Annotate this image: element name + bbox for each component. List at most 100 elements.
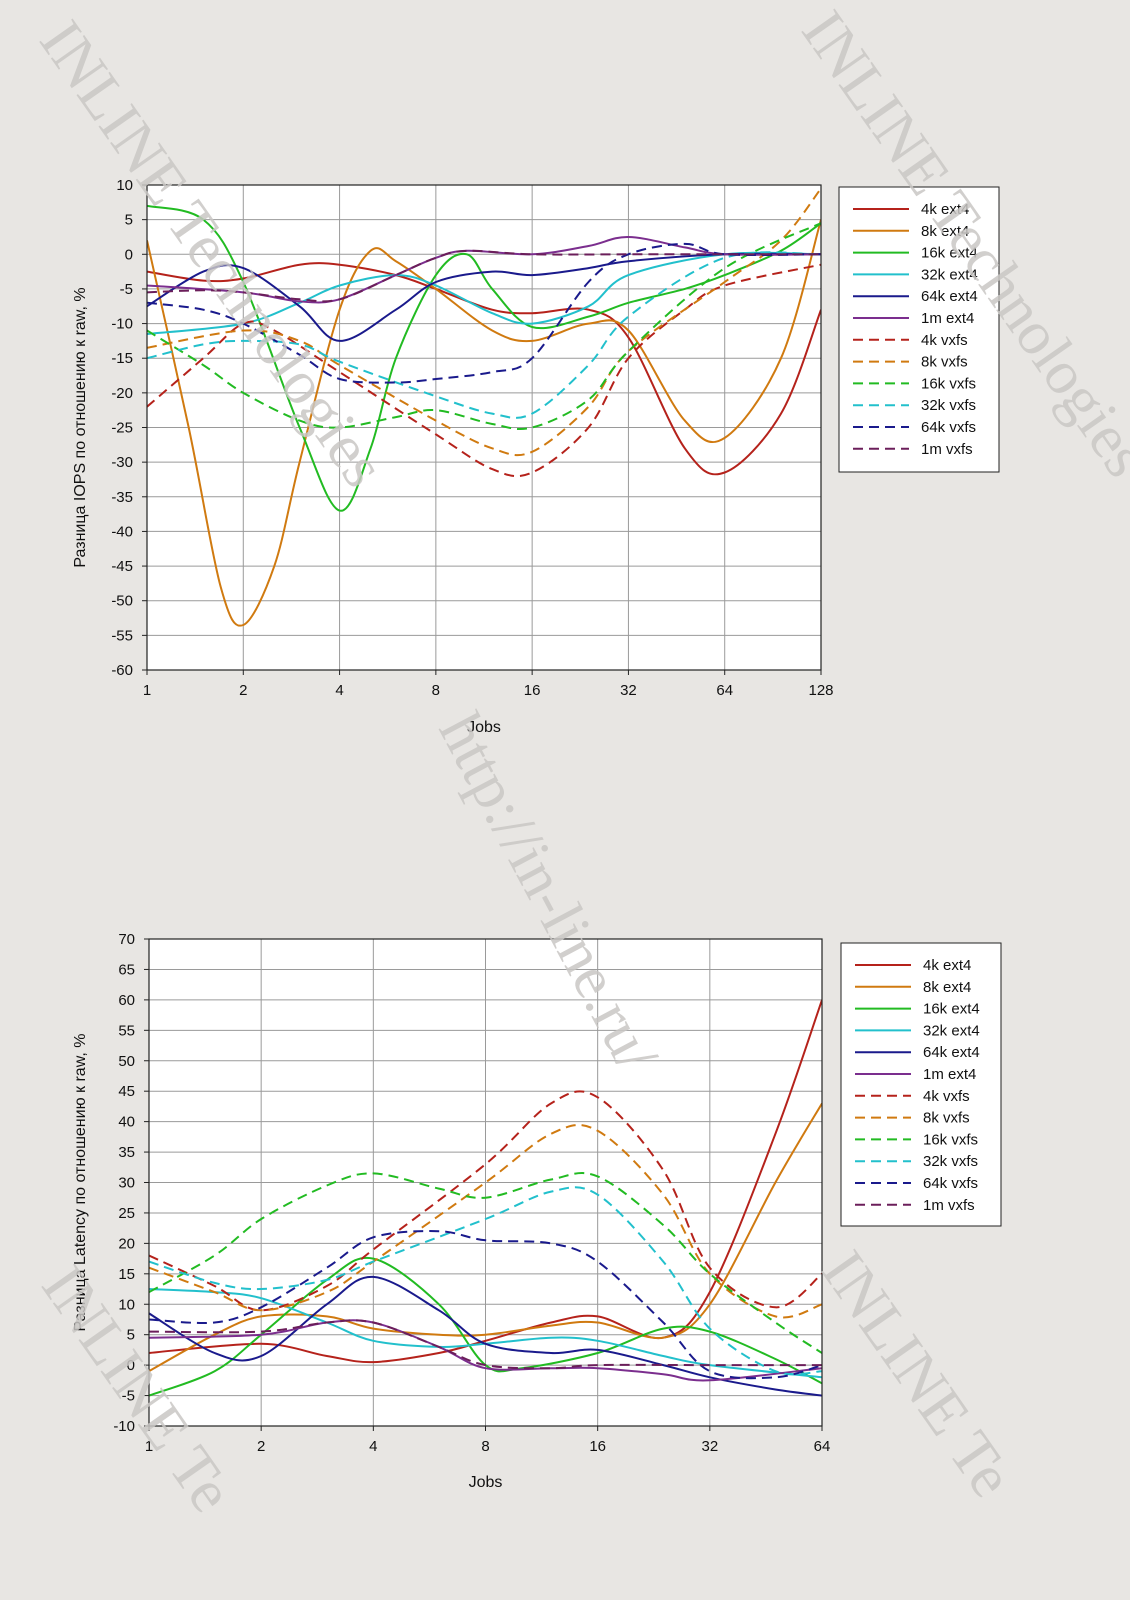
- y-tick-label: -15: [111, 350, 133, 367]
- y-tick-label: 35: [118, 1144, 135, 1161]
- legend-label: 32k vxfs: [923, 1153, 978, 1170]
- y-tick-label: 70: [118, 931, 135, 948]
- legend-label: 4k vxfs: [921, 332, 968, 349]
- series-line: [149, 1275, 822, 1397]
- x-tick-label: 1: [145, 1438, 153, 1455]
- series-line: [147, 222, 821, 431]
- legend-label: 8k vxfs: [923, 1110, 970, 1127]
- legend-label: 4k ext4: [923, 957, 971, 974]
- x-tick-label: 4: [369, 1438, 377, 1455]
- x-tick-label: 128: [808, 682, 833, 699]
- legend-label: 4k vxfs: [923, 1088, 970, 1105]
- series-line: [147, 204, 821, 512]
- legend-label: 32k ext4: [923, 1022, 980, 1039]
- series-line: [147, 187, 821, 457]
- legend-label: 16k vxfs: [921, 375, 976, 392]
- x-tick-label: 64: [814, 1438, 831, 1455]
- legend-label: 8k ext4: [923, 979, 971, 996]
- series-line: [149, 1288, 822, 1379]
- x-tick-label: 8: [432, 682, 440, 699]
- legend-label: 32k vxfs: [921, 397, 976, 414]
- legend-box: [838, 186, 1000, 473]
- plot-frame: [146, 184, 822, 671]
- series-line: [147, 251, 821, 419]
- y-tick-label: -25: [111, 420, 133, 437]
- x-tick-label: 32: [620, 682, 637, 699]
- legend: 4k ext4 8k ext4 16k ext4 32k ext4 64k ext4 1m…: [838, 186, 1000, 473]
- series-line: [147, 252, 821, 342]
- legend-label: 8k vxfs: [921, 354, 968, 371]
- legend-label: 1m ext4: [923, 1066, 976, 1083]
- y-axis-title: Разница Latency по отношению к raw, %: [72, 1034, 89, 1332]
- series-line: [149, 1186, 822, 1376]
- legend-label: 1m vxfs: [923, 1197, 975, 1214]
- y-tick-label: 0: [127, 1357, 135, 1374]
- legend-label: 32k ext4: [921, 266, 978, 283]
- x-tick-label: 1: [143, 682, 151, 699]
- y-tick-label: 45: [118, 1083, 135, 1100]
- x-tick-label: 2: [257, 1438, 265, 1455]
- series-line: [149, 999, 822, 1364]
- y-tick-label: 55: [118, 1022, 135, 1039]
- y-tick-label: 15: [118, 1266, 135, 1283]
- series-line: [149, 1090, 822, 1312]
- legend-label: 16k vxfs: [923, 1131, 978, 1148]
- y-tick-label: 10: [118, 1296, 135, 1313]
- x-tick-label: 16: [589, 1438, 606, 1455]
- legend-box: [840, 942, 1002, 1227]
- y-tick-label: 10: [116, 177, 133, 194]
- legend-label: 8k ext4: [921, 223, 969, 240]
- series-line: [147, 251, 821, 335]
- y-tick-label: 60: [118, 992, 135, 1009]
- legend-label: 64k vxfs: [923, 1175, 978, 1192]
- series-line: [149, 1230, 822, 1380]
- x-tick-label: 8: [481, 1438, 489, 1455]
- series-line: [149, 1172, 822, 1354]
- y-tick-label: 25: [118, 1205, 135, 1222]
- series-line: [149, 1319, 822, 1382]
- y-tick-label: 5: [125, 212, 133, 229]
- y-tick-label: -10: [113, 1418, 135, 1435]
- x-tick-label: 4: [335, 682, 343, 699]
- series-line: [147, 235, 821, 304]
- series-line: [147, 263, 821, 478]
- legend-label: 1m ext4: [921, 310, 974, 327]
- legend-label: 16k ext4: [921, 245, 978, 262]
- y-tick-label: -40: [111, 523, 133, 540]
- y-tick-label: -20: [111, 385, 133, 402]
- y-tick-label: -35: [111, 489, 133, 506]
- series-line: [149, 1319, 822, 1370]
- legend-label: 1m vxfs: [921, 441, 973, 458]
- y-tick-label: 65: [118, 961, 135, 978]
- y-axis-title: Разница IOPS по отношению к raw, %: [72, 287, 89, 567]
- legend-label: 64k ext4: [923, 1044, 980, 1061]
- series-line: [147, 219, 821, 627]
- y-tick-label: -10: [111, 316, 133, 333]
- series-line: [147, 242, 821, 384]
- legend-label: 64k vxfs: [921, 419, 976, 436]
- x-tick-label: 32: [701, 1438, 718, 1455]
- x-tick-label: 64: [716, 682, 733, 699]
- y-tick-label: -5: [122, 1388, 135, 1405]
- y-tick-label: -5: [120, 281, 133, 298]
- series-line: [149, 1124, 822, 1319]
- y-tick-label: -55: [111, 627, 133, 644]
- x-tick-label: 16: [524, 682, 541, 699]
- x-axis-title: Jobs: [467, 719, 501, 736]
- x-axis-title: Jobs: [469, 1474, 503, 1491]
- y-tick-label: 30: [118, 1175, 135, 1192]
- y-tick-label: 40: [118, 1114, 135, 1131]
- y-tick-label: -30: [111, 454, 133, 471]
- x-tick-label: 2: [239, 682, 247, 699]
- y-tick-label: 5: [127, 1327, 135, 1344]
- legend-label: 64k ext4: [921, 288, 978, 305]
- series-group: [147, 187, 821, 627]
- y-tick-label: -60: [111, 662, 133, 679]
- y-tick-label: -50: [111, 593, 133, 610]
- series-line: [149, 1102, 822, 1373]
- y-tick-label: 0: [125, 246, 133, 263]
- series-group: [149, 999, 822, 1397]
- series-line: [147, 262, 821, 476]
- iops-chart: 10 5 0 -5 -10 -15 -20 -25 -30 -35 -40 -45 -50 -55 -60 1…: [72, 177, 1000, 736]
